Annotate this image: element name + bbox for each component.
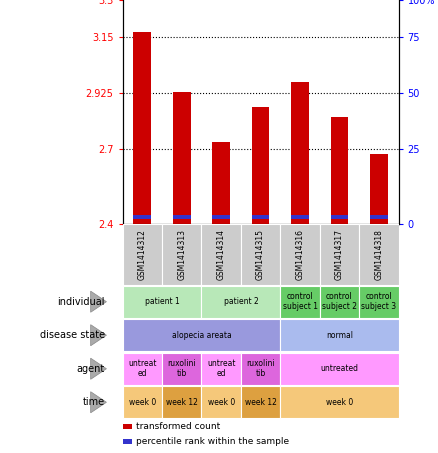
Bar [123, 285, 201, 318]
Polygon shape [91, 291, 106, 312]
Text: transformed count: transformed count [137, 422, 221, 431]
Text: time: time [83, 397, 105, 407]
Bar [123, 319, 280, 352]
Bar [241, 352, 280, 385]
Text: normal: normal [326, 331, 353, 340]
Text: untreat
ed: untreat ed [207, 359, 236, 378]
Polygon shape [91, 358, 106, 379]
Bar [173, 92, 191, 224]
Text: agent: agent [77, 364, 105, 374]
Bar [252, 215, 269, 219]
Text: patient 1: patient 1 [145, 297, 180, 306]
Text: untreat
ed: untreat ed [128, 359, 157, 378]
Bar [331, 117, 348, 224]
Text: GSM1414318: GSM1414318 [374, 229, 383, 280]
Bar [123, 224, 162, 285]
Text: control
subject 2: control subject 2 [322, 292, 357, 311]
Bar [123, 352, 162, 385]
Text: control
subject 3: control subject 3 [361, 292, 396, 311]
Text: week 12: week 12 [245, 398, 276, 407]
Text: alopecia areata: alopecia areata [172, 331, 231, 340]
Text: week 0: week 0 [208, 398, 235, 407]
Bar [123, 386, 162, 419]
Bar [370, 215, 388, 219]
Bar [280, 224, 320, 285]
Bar [280, 386, 399, 419]
Bar [241, 224, 280, 285]
Text: control
subject 1: control subject 1 [283, 292, 318, 311]
Text: individual: individual [58, 297, 105, 307]
Bar [201, 224, 241, 285]
Text: GSM1414317: GSM1414317 [335, 229, 344, 280]
Bar [280, 319, 399, 352]
Text: ruxolini
tib: ruxolini tib [246, 359, 275, 378]
Polygon shape [91, 392, 106, 413]
Bar [173, 215, 191, 219]
Bar [359, 285, 399, 318]
Bar [212, 215, 230, 219]
Bar [280, 352, 399, 385]
Bar [359, 224, 399, 285]
Text: week 0: week 0 [129, 398, 156, 407]
Bar [123, 439, 132, 444]
Polygon shape [91, 325, 106, 346]
Bar [241, 386, 280, 419]
Text: GSM1414313: GSM1414313 [177, 229, 186, 280]
Text: ruxolini
tib: ruxolini tib [167, 359, 196, 378]
Text: GSM1414316: GSM1414316 [296, 229, 304, 280]
Bar [134, 32, 151, 224]
Text: untreated: untreated [321, 364, 358, 373]
Text: patient 2: patient 2 [223, 297, 258, 306]
Text: percentile rank within the sample: percentile rank within the sample [137, 437, 290, 446]
Bar [320, 224, 359, 285]
Bar [201, 352, 241, 385]
Bar [212, 142, 230, 224]
Bar [252, 107, 269, 224]
Text: GSM1414314: GSM1414314 [217, 229, 226, 280]
Bar [162, 224, 201, 285]
Bar [123, 424, 132, 429]
Bar [201, 285, 280, 318]
Text: week 0: week 0 [326, 398, 353, 407]
Bar [134, 215, 151, 219]
Bar [162, 386, 201, 419]
Text: GSM1414315: GSM1414315 [256, 229, 265, 280]
Bar [331, 215, 348, 219]
Bar [201, 386, 241, 419]
Bar [370, 154, 388, 224]
Bar [291, 82, 309, 224]
Text: disease state: disease state [40, 330, 105, 340]
Text: GSM1414312: GSM1414312 [138, 229, 147, 280]
Text: week 12: week 12 [166, 398, 198, 407]
Bar [280, 285, 320, 318]
Bar [291, 215, 309, 219]
Bar [320, 285, 359, 318]
Bar [162, 352, 201, 385]
